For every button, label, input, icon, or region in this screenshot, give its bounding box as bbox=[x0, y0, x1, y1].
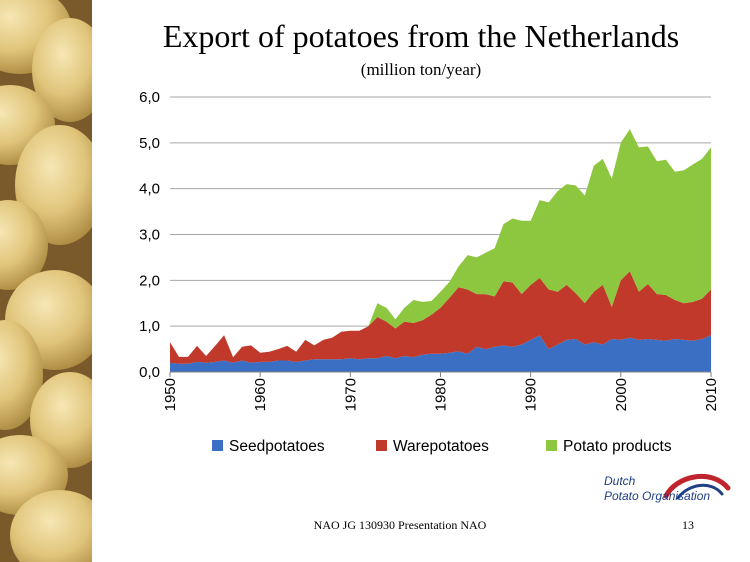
footer-text: NAO JG 130930 Presentation NAO bbox=[313, 518, 487, 532]
area-series-potato-products bbox=[170, 129, 711, 358]
x-tick-label: 1990 bbox=[523, 378, 540, 411]
x-tick-label: 2000 bbox=[613, 378, 630, 411]
y-tick-label: 2,0 bbox=[139, 272, 160, 289]
legend-label: Warepotatoes bbox=[393, 438, 489, 455]
page-number: 13 bbox=[682, 518, 694, 532]
slide-subtitle: (million ton/year) bbox=[360, 60, 482, 79]
y-tick-label: 1,0 bbox=[139, 318, 160, 335]
x-tick-label: 1950 bbox=[162, 378, 179, 411]
legend-swatch bbox=[212, 440, 223, 451]
area-series-warepotatoes bbox=[170, 271, 711, 364]
legend-swatch bbox=[376, 440, 387, 451]
y-tick-label: 6,0 bbox=[139, 89, 160, 106]
legend-label: Seedpotatoes bbox=[229, 438, 325, 455]
logo-text-potato-organisation: Potato Organisation bbox=[604, 489, 711, 503]
area-series-seedpotatoes bbox=[170, 335, 711, 372]
y-tick-label: 0,0 bbox=[139, 364, 160, 381]
x-tick-label: 2010 bbox=[703, 378, 720, 411]
y-tick-label: 4,0 bbox=[139, 181, 160, 198]
logo-swoosh-icon bbox=[663, 473, 731, 500]
y-tick-label: 5,0 bbox=[139, 135, 160, 152]
slide-title: Export of potatoes from the Netherlands bbox=[162, 18, 680, 54]
legend-label: Potato products bbox=[563, 438, 672, 455]
export-area-chart: 0,0 1,0 2,0 3,0 4,0 5,0 6,0 1950 1960 1970 1980 199… bbox=[139, 89, 720, 455]
logo-text-dutch: Dutch bbox=[604, 474, 636, 488]
x-tick-label: 1980 bbox=[433, 378, 450, 411]
dutch-potato-organisation-logo: Dutch Potato Organisation bbox=[596, 468, 736, 506]
x-tick-label: 1960 bbox=[252, 378, 269, 411]
potato-background-image bbox=[0, 0, 92, 562]
legend-swatch bbox=[546, 440, 557, 451]
y-tick-label: 3,0 bbox=[139, 227, 160, 244]
x-tick-label: 1970 bbox=[342, 378, 359, 411]
